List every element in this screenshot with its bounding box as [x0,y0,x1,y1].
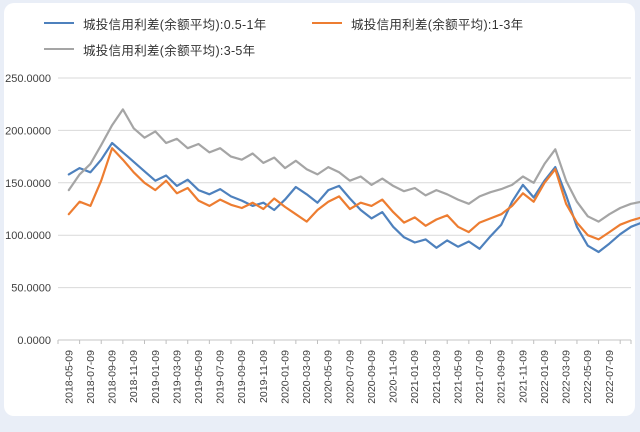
x-axis-tick-label: 2018-11-09 [128,350,140,403]
x-axis-tick-label: 2022-03-09 [561,350,573,404]
x-axis-tick-label: 2020-07-09 [344,350,356,404]
x-axis-tick-label: 2020-01-09 [280,350,292,404]
legend-label: 城投信用利差(余额平均):1-3年 [351,17,524,32]
legend-label: 城投信用利差(余额平均):0.5-1年 [83,17,267,32]
x-axis-tick-label: 2021-01-09 [409,350,421,404]
legend-item-1-3y: 城投信用利差(余额平均):1-3年 [312,14,523,32]
x-axis-tick-label: 2022-07-09 [604,350,616,404]
legend-line-swatch-gray [44,47,74,51]
y-axis-tick-label: 250.0000 [5,73,51,85]
x-axis-tick-label: 2021-05-09 [452,350,464,404]
x-axis-tick-label: 2020-03-09 [301,350,313,404]
legend-item-0_5-1y: 城投信用利差(余额平均):0.5-1年 [44,14,267,32]
x-axis-tick-label: 2019-01-09 [150,350,162,404]
legend-label: 城投信用利差(余额平均):3-5年 [83,43,256,58]
x-axis-tick-label: 2019-09-09 [236,350,248,404]
legend-item-3-5y: 城投信用利差(余额平均):3-5年 [44,40,255,58]
x-axis-tick-label: 2018-09-09 [107,350,119,404]
x-axis-tick-label: 2019-07-09 [215,350,227,404]
x-axis-tick-label: 2021-09-09 [496,350,508,404]
x-axis-tick-label: 2022-01-09 [539,350,551,404]
legend-line-swatch-orange [312,21,342,25]
x-axis-tick-label: 2020-11-09 [388,350,400,403]
series-line [67,141,640,254]
x-axis-tick-label: 2020-05-09 [323,350,335,404]
y-axis-tick-label: 100.0000 [5,230,51,242]
x-axis-tick-label: 2018-05-09 [63,350,75,404]
x-axis-tick-label: 2022-05-09 [582,350,594,404]
x-axis-tick-label: 2018-07-09 [85,350,97,404]
y-axis-tick-label: 0.0000 [17,335,51,347]
y-axis-tick-label: 150.0000 [5,178,51,190]
series-line [67,147,640,241]
legend-line-swatch-blue [44,21,74,25]
y-axis-tick-label: 200.0000 [5,125,51,137]
x-axis-tick-label: 2021-03-09 [431,350,443,404]
x-axis-tick-label: 2019-11-09 [258,350,270,403]
x-axis-tick-label: 2021-11-09 [517,350,529,403]
x-axis-tick-label: 2019-03-09 [171,350,183,404]
x-axis-tick-label: 2020-09-09 [366,350,378,404]
series-line [67,108,640,223]
x-axis-tick-label: 2021-07-09 [474,350,486,404]
x-axis-tick-label: 2019-05-09 [193,350,205,404]
y-axis-tick-label: 50.0000 [11,283,51,295]
